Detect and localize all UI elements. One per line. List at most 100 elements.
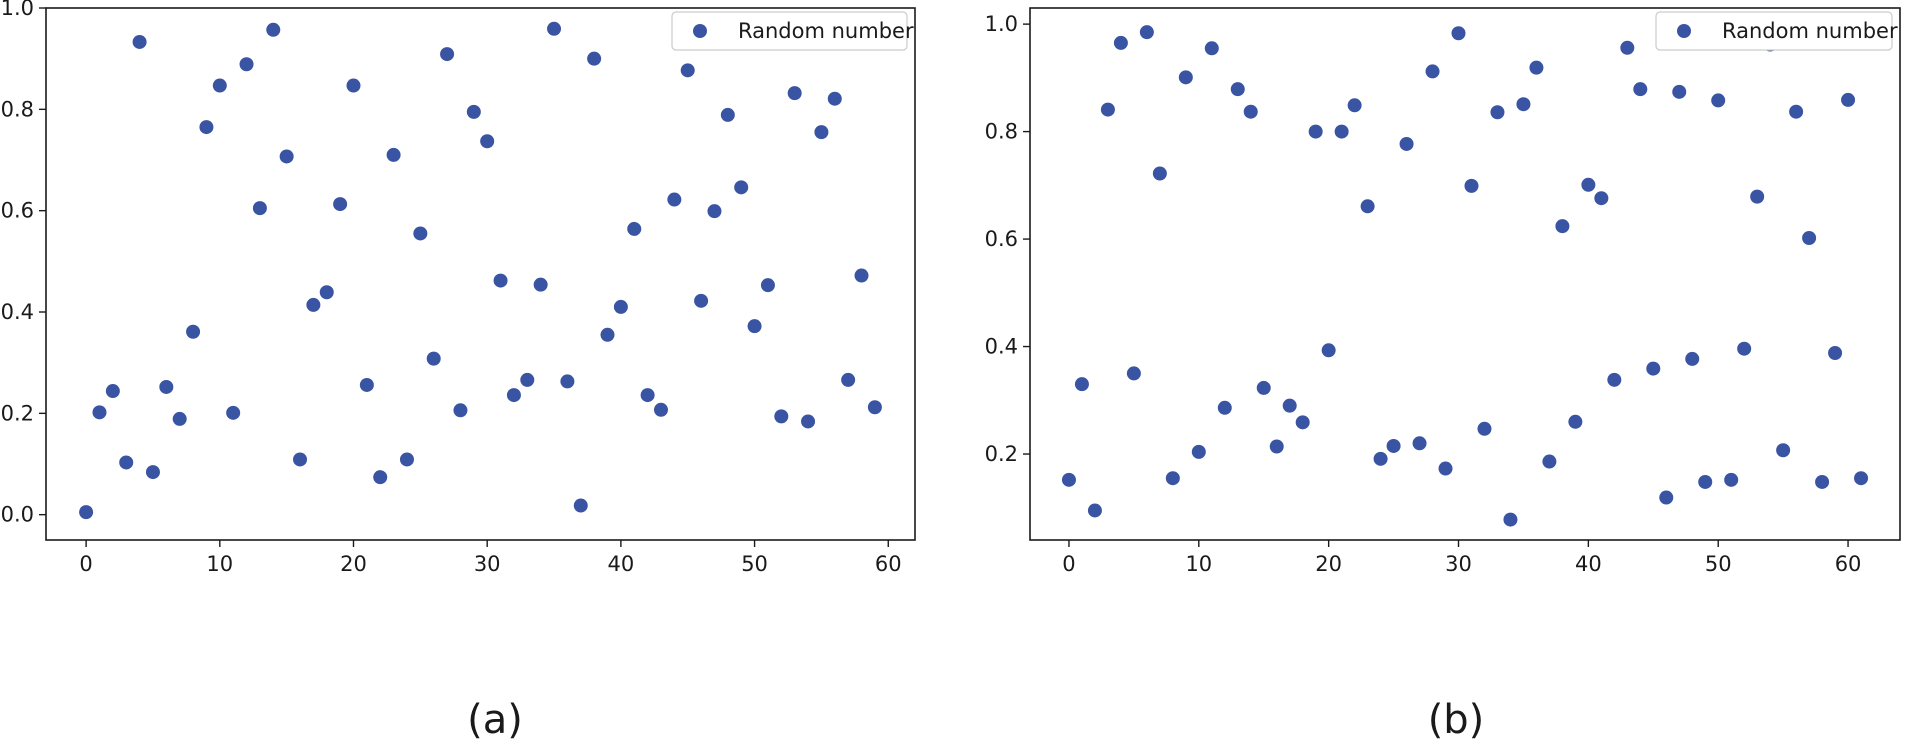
scatter-point (132, 34, 147, 49)
scatter-point (801, 414, 816, 429)
scatter-point (1711, 93, 1726, 108)
scatter-point (199, 120, 214, 135)
scatter-point (867, 400, 882, 415)
scatter-point (1074, 377, 1089, 392)
x-tick-label: 0 (1062, 552, 1075, 576)
scatter-point (1698, 474, 1713, 489)
scatter-point (760, 278, 775, 293)
scatter-point (145, 465, 160, 480)
scatter-point (680, 63, 695, 78)
scatter-point (279, 149, 294, 164)
scatter-point (1568, 414, 1583, 429)
scatter-point (613, 299, 628, 314)
scatter-point (827, 91, 842, 106)
scatter-point (1724, 472, 1739, 487)
scatter-point (399, 452, 414, 467)
scatter-point (533, 277, 548, 292)
x-tick-label: 20 (1315, 552, 1342, 576)
scatter-point (1256, 380, 1271, 395)
scatter-point (1555, 219, 1570, 234)
scatter-point (1087, 503, 1102, 518)
scatter-point (547, 21, 562, 36)
scatter-point (573, 498, 588, 513)
scatter-point (1490, 105, 1505, 120)
y-tick-label: 0.4 (985, 335, 1018, 359)
scatter-point (1100, 102, 1115, 117)
scatter-point (1360, 199, 1375, 214)
scatter-point (105, 384, 120, 399)
legend-marker (1677, 24, 1691, 38)
legend-label: Random number (738, 19, 914, 43)
scatter-point (1178, 70, 1193, 85)
scatter-point (1334, 124, 1349, 139)
x-tick-label: 60 (1835, 552, 1862, 576)
x-tick-label: 20 (340, 552, 367, 576)
plot-frame (45, 7, 916, 541)
scatter-point (386, 147, 401, 162)
panel-caption: (a) (467, 697, 523, 743)
scatter-point (841, 372, 856, 387)
scatter-point (493, 273, 508, 288)
legend: Random number (1655, 11, 1898, 51)
scatter-point (1581, 177, 1596, 192)
scatter-point (1152, 166, 1167, 181)
scatter-point (373, 470, 388, 485)
scatter-point (1776, 443, 1791, 458)
legend-box (671, 11, 908, 51)
scatter-point (1412, 436, 1427, 451)
scatter-point (707, 204, 722, 219)
scatter-point (359, 377, 374, 392)
scatter-point (293, 452, 308, 467)
scatter-point (426, 351, 441, 366)
scatter-point (266, 22, 281, 37)
scatter-point (319, 285, 334, 300)
scatter-point (1594, 191, 1609, 206)
x-tick-label: 30 (1445, 552, 1472, 576)
legend-marker (693, 24, 707, 38)
x-tick-label: 50 (1705, 552, 1732, 576)
scatter-point (413, 226, 428, 241)
scatter-point (1243, 104, 1258, 119)
y-tick-label: 0.8 (985, 120, 1018, 144)
scatter-point (667, 192, 682, 207)
x-tick-label: 60 (875, 552, 902, 576)
scatter-point (453, 403, 468, 418)
scatter-point (1321, 343, 1336, 358)
panel-b: 0 10 20 30 40 50 60 0.2 0.4 0.6 0.8 1.0 Random numbe… (985, 7, 1901, 743)
scatter-point (1451, 26, 1466, 41)
scatter-point (747, 319, 762, 334)
scatter-point (1750, 189, 1765, 204)
scatter-point (720, 107, 735, 122)
scatter-point (734, 180, 749, 195)
scatter-point (1139, 25, 1154, 40)
scatter-point (587, 51, 602, 66)
scatter-point (1191, 444, 1206, 459)
scatter-point (814, 125, 829, 140)
scatter-point (119, 455, 134, 470)
scatter-point (1685, 351, 1700, 366)
y-tick-label: 0.0 (1, 503, 34, 527)
scatter-point (226, 405, 241, 420)
scatter-point (159, 379, 174, 394)
scatter-point (1516, 97, 1531, 112)
scatter-point (1438, 461, 1453, 476)
scatter-point (1269, 439, 1284, 454)
scatter-point (1373, 451, 1388, 466)
y-tick-label: 0.6 (1, 199, 34, 223)
scatter-point (1126, 366, 1141, 381)
scatter-point (172, 411, 187, 426)
x-tick-label: 0 (79, 552, 92, 576)
panel-a: 0 10 20 30 40 50 60 0.0 0.2 0.4 0.6 0.8 1.0 Random nu… (1, 0, 916, 743)
scatter-point (1529, 60, 1544, 75)
y-tick-label: 0.2 (985, 442, 1018, 466)
scatter-point (1633, 82, 1648, 97)
scatter-point (1425, 64, 1440, 79)
scatter-point (1217, 400, 1232, 415)
scatter-point (480, 134, 495, 149)
scatter-point (1815, 474, 1830, 489)
scatter-point (440, 47, 455, 62)
scatter-point (1113, 35, 1128, 50)
scatter-point (1542, 454, 1557, 469)
scatter-point (1204, 41, 1219, 56)
x-tick-label: 10 (1185, 552, 1212, 576)
